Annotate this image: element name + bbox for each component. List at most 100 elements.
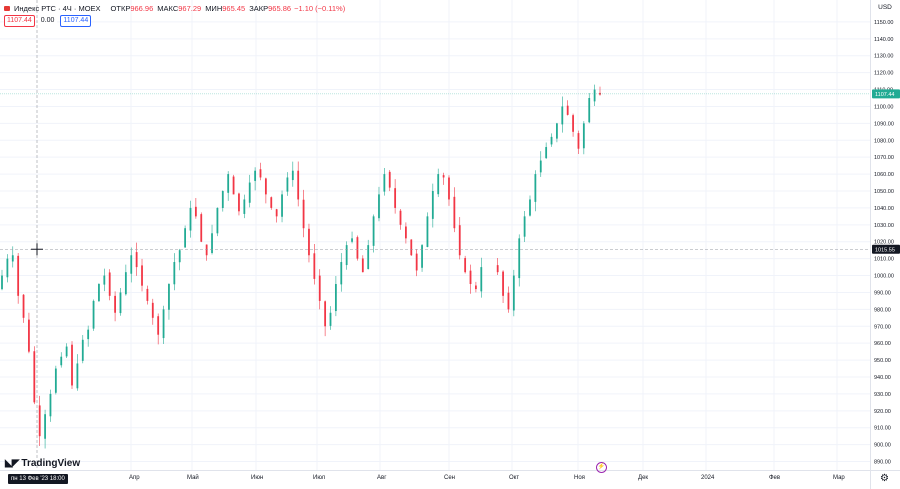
- change-value: −1.10 (−0.11%): [294, 3, 346, 13]
- price-tick-label: 940.00: [874, 375, 891, 381]
- candle-body: [351, 238, 353, 242]
- candle-body: [378, 194, 380, 219]
- price-tick-label: 950.00: [874, 358, 891, 364]
- candle-body: [453, 196, 456, 229]
- buy-badge[interactable]: 1107.44: [60, 15, 92, 27]
- price-tick-label: 1070.00: [874, 155, 894, 161]
- candle-body: [394, 188, 397, 208]
- candle-body: [119, 292, 122, 314]
- price-tick-label: 1130.00: [874, 54, 893, 60]
- candle-body: [151, 302, 154, 318]
- price-axis-scale: 1150.001140.001130.001120.001110.001100.…: [862, 20, 900, 466]
- candle-body: [496, 265, 499, 273]
- candle-body: [340, 262, 343, 285]
- candle-body: [448, 177, 450, 200]
- time-label: Окт: [509, 475, 520, 481]
- price-tick-label: 990.00: [874, 290, 891, 296]
- price-tick-label: 1060.00: [874, 172, 894, 178]
- candle-body: [507, 292, 510, 310]
- candle-body: [227, 174, 230, 193]
- candle-body: [184, 228, 187, 248]
- last-price-tag: [872, 89, 900, 99]
- price-tick-label: 1020.00: [874, 240, 894, 246]
- candle-body: [313, 253, 316, 279]
- price-tick-label: 1010.00: [874, 257, 894, 263]
- candle-body: [437, 174, 440, 195]
- candle-body: [114, 295, 116, 313]
- open-label: ОТКР: [110, 3, 131, 13]
- time-label: Апр: [129, 475, 140, 481]
- candle-body: [318, 275, 321, 301]
- candle-body: [189, 207, 192, 231]
- candle-body: [33, 351, 36, 403]
- symbol-legend[interactable]: Индекс РТС · 4Ч · MOEX ОТКР 966.96 МАКС …: [4, 2, 345, 14]
- candle-body: [469, 270, 472, 284]
- candle-body: [518, 238, 521, 279]
- candle-body: [415, 253, 418, 271]
- currency-selector[interactable]: USD: [878, 4, 892, 11]
- candle-body: [561, 106, 564, 125]
- candle-body: [410, 239, 413, 256]
- price-tick-label: 1040.00: [874, 206, 894, 212]
- candle-body: [221, 191, 224, 208]
- crosshair-cursor-icon: [31, 243, 43, 256]
- candle-body: [421, 245, 423, 268]
- flash-icon[interactable]: ⚡: [596, 462, 607, 473]
- candle-body: [60, 356, 63, 366]
- low-label: МИН: [205, 3, 223, 13]
- candle-body: [404, 226, 407, 239]
- price-chart[interactable]: [0, 0, 870, 470]
- price-tick-label: 1120.00: [874, 71, 893, 77]
- candle-body: [81, 339, 84, 361]
- candle-body: [334, 284, 337, 312]
- time-label: Авг: [377, 475, 387, 481]
- time-axis[interactable]: [0, 470, 870, 489]
- candle-body: [431, 191, 434, 219]
- price-tick-label: 1090.00: [874, 121, 894, 127]
- price-axis[interactable]: 1150.001140.001130.001120.001110.001100.…: [862, 0, 900, 470]
- candle-body: [168, 284, 170, 310]
- price-tick-label: 1000.00: [874, 274, 894, 280]
- candle-body: [38, 405, 41, 437]
- candle-body: [534, 174, 537, 202]
- sell-badge[interactable]: 1107.44: [4, 15, 35, 27]
- price-tick-label: 910.00: [874, 426, 891, 432]
- candle-body: [329, 312, 332, 326]
- candle-body: [367, 245, 370, 270]
- time-label: Ноя: [574, 475, 585, 481]
- price-tick-label: 980.00: [874, 307, 891, 313]
- candle-body: [372, 216, 375, 246]
- candle-body: [238, 193, 240, 212]
- tradingview-logo[interactable]: ◣◤ TradingView: [5, 458, 80, 469]
- candle-body: [383, 174, 386, 192]
- time-label: Дек: [638, 475, 649, 481]
- candle-body: [248, 182, 251, 203]
- time-label: Июл: [313, 475, 326, 481]
- candle-body: [28, 319, 30, 352]
- candle-body: [162, 309, 165, 339]
- time-label: Сен: [444, 475, 455, 481]
- candle-body: [103, 275, 106, 285]
- candle-body: [87, 329, 90, 340]
- chart-area[interactable]: [0, 0, 870, 470]
- candle-body: [254, 170, 257, 181]
- price-tick-label: 1140.00: [874, 37, 893, 43]
- candle-body: [388, 171, 391, 188]
- candle-body: [572, 115, 574, 132]
- candle-body: [11, 255, 14, 262]
- high-label: МАКС: [157, 3, 179, 13]
- price-tick-label: 1050.00: [874, 189, 894, 195]
- candle-body: [49, 393, 52, 417]
- crosshair-price-tag: [872, 244, 900, 254]
- candle-body: [71, 344, 73, 386]
- gear-icon[interactable]: ⚙: [880, 473, 889, 484]
- candle-body: [297, 170, 300, 200]
- candle-body: [157, 316, 160, 335]
- crosshair-time-label: пн 13 Фев '23 18:00: [8, 474, 68, 484]
- candle-body: [308, 228, 310, 256]
- candle-body: [1, 275, 3, 290]
- symbol-title[interactable]: Индекс РТС · 4Ч · MOEX: [14, 3, 101, 13]
- time-label: Май: [187, 475, 199, 481]
- candle-body: [458, 225, 461, 256]
- candle-body: [361, 258, 364, 273]
